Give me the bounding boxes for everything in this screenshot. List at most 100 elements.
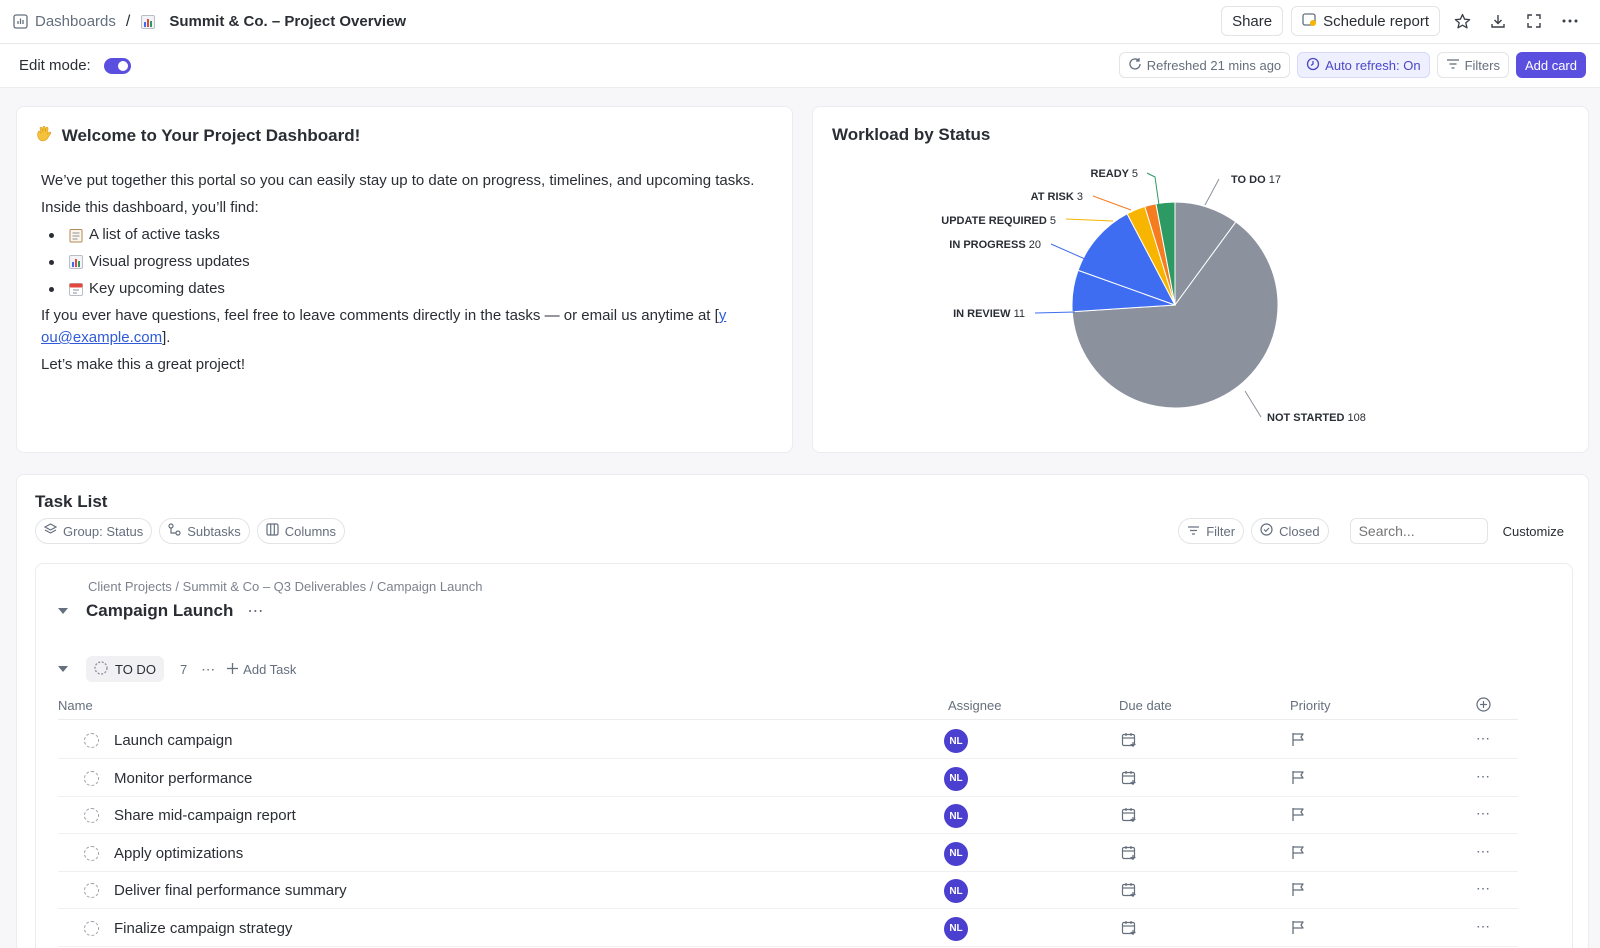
row-more-icon[interactable]: ⋯ <box>1476 917 1491 934</box>
filters-button[interactable]: Filters <box>1436 52 1509 78</box>
welcome-title-text: Welcome to Your Project Dashboard! <box>61 126 361 145</box>
workload-title: Workload by Status <box>832 125 991 144</box>
avatar[interactable]: NL <box>944 766 968 791</box>
column-assignee[interactable]: Assignee <box>948 698 1002 713</box>
list-header: Campaign Launch ⋯ <box>58 601 264 621</box>
welcome-questions-text: If you ever have questions, feel free to… <box>41 307 719 324</box>
column-priority[interactable]: Priority <box>1290 698 1331 713</box>
pie-slice[interactable] <box>1155 201 1176 306</box>
pie-label: UPDATE REQUIRED 5 <box>941 215 1056 227</box>
task-name[interactable]: Deliver final performance summary <box>114 882 347 899</box>
table-row[interactable]: Launch campaign NL ⋯ <box>58 722 1518 759</box>
subtasks-button[interactable]: Subtasks <box>159 518 250 544</box>
flag-icon[interactable] <box>1291 732 1305 750</box>
column-due-date[interactable]: Due date <box>1119 698 1172 713</box>
group-status-button[interactable]: Group: Status <box>35 518 153 544</box>
status-more-icon[interactable]: ⋯ <box>201 660 216 677</box>
task-list-actions: Filter Closed Customize <box>1178 518 1564 544</box>
row-more-icon[interactable]: ⋯ <box>1476 730 1491 746</box>
list-item-text: A list of active tasks <box>89 226 220 243</box>
table-row[interactable]: Share mid-campaign report NL ⋯ <box>58 797 1518 834</box>
welcome-inside: Inside this dashboard, you’ll find: <box>41 199 259 216</box>
task-name[interactable]: Finalize campaign strategy <box>114 919 293 937</box>
avatar[interactable]: NL <box>944 916 968 941</box>
filter-icon <box>1187 524 1200 539</box>
flag-icon[interactable] <box>1291 807 1305 825</box>
filter-button[interactable]: Filter <box>1178 518 1245 544</box>
fullscreen-icon[interactable] <box>1520 7 1548 35</box>
row-more-icon[interactable]: ⋯ <box>1476 880 1491 896</box>
calendar-add-icon[interactable] <box>1121 845 1137 864</box>
task-status-icon[interactable] <box>84 733 99 748</box>
columns-label: Columns <box>284 523 336 539</box>
table-row[interactable]: Finalize campaign strategy NL ⋯ <box>58 910 1518 947</box>
breadcrumb-separator: / <box>125 12 131 30</box>
workload-card: Workload by Status TO DO 17 NOT STARTED 1… <box>812 106 1589 453</box>
row-more-icon[interactable]: ⋯ <box>1476 805 1491 821</box>
list-name[interactable]: Campaign Launch <box>86 601 234 620</box>
edit-bar: Edit mode: Refreshed 21 mins ago Auto re… <box>0 44 1600 88</box>
add-column-icon[interactable] <box>1476 697 1491 715</box>
row-more-icon[interactable]: ⋯ <box>1476 842 1491 859</box>
clipboard-icon <box>68 227 84 243</box>
download-icon[interactable] <box>1484 7 1512 35</box>
calendar-add-icon[interactable] <box>1121 770 1137 789</box>
plus-icon <box>227 662 239 677</box>
welcome-questions-end: ]. <box>162 329 171 346</box>
flag-icon[interactable] <box>1291 770 1305 788</box>
task-status-icon[interactable] <box>84 920 99 936</box>
email-link[interactable]: y <box>718 307 727 324</box>
task-name[interactable]: Share mid-campaign report <box>114 807 296 824</box>
task-name[interactable]: Launch campaign <box>114 732 233 749</box>
pie-slice[interactable] <box>1077 213 1177 306</box>
bar-chart-icon <box>68 254 84 270</box>
more-icon[interactable] <box>1556 7 1584 35</box>
edit-mode-toggle[interactable] <box>103 57 131 74</box>
columns-button[interactable]: Columns <box>256 518 345 544</box>
avatar[interactable]: NL <box>944 729 968 753</box>
table-row[interactable]: Monitor performance NL ⋯ <box>58 760 1518 797</box>
task-status-icon[interactable] <box>84 845 99 861</box>
row-more-icon[interactable]: ⋯ <box>1476 767 1491 784</box>
star-icon[interactable] <box>1448 7 1476 35</box>
avatar[interactable]: NL <box>944 804 968 828</box>
table-row[interactable]: Deliver final performance summary NL ⋯ <box>58 872 1518 909</box>
calendar-add-icon[interactable] <box>1121 882 1137 901</box>
task-name[interactable]: Apply optimizations <box>114 844 244 862</box>
add-card-button[interactable]: Add card <box>1515 52 1586 78</box>
task-status-icon[interactable] <box>84 883 99 898</box>
task-status-icon[interactable] <box>84 770 99 786</box>
refresh-status[interactable]: Refreshed 21 mins ago <box>1118 52 1291 78</box>
calendar-add-icon[interactable] <box>1121 732 1137 751</box>
schedule-report-button[interactable]: Schedule report <box>1291 6 1440 36</box>
table-row[interactable]: Apply optimizations NL ⋯ <box>58 835 1518 872</box>
collapse-caret-icon[interactable] <box>58 608 68 614</box>
filter-icon <box>1446 58 1460 73</box>
flag-icon[interactable] <box>1291 920 1305 938</box>
task-name[interactable]: Monitor performance <box>114 769 253 787</box>
column-name[interactable]: Name <box>58 698 93 713</box>
flag-icon[interactable] <box>1291 882 1305 900</box>
list-more-icon[interactable]: ⋯ <box>247 603 265 620</box>
status-badge[interactable]: TO DO <box>86 656 164 682</box>
calendar-add-icon[interactable] <box>1121 920 1137 939</box>
avatar[interactable]: NL <box>944 879 968 903</box>
list-path[interactable]: Client Projects / Summit & Co – Q3 Deliv… <box>88 579 483 594</box>
task-status-icon[interactable] <box>84 808 99 823</box>
breadcrumb-dashboards-link[interactable]: Dashboards <box>35 13 116 30</box>
search-input[interactable] <box>1349 518 1488 544</box>
pie-slice[interactable] <box>1071 221 1279 409</box>
auto-refresh-button[interactable]: Auto refresh: On <box>1297 52 1430 78</box>
add-task-button[interactable]: Add Task <box>227 662 296 677</box>
pie-label-value: 5 <box>1132 168 1138 180</box>
status-group-header: TO DO 7 ⋯ Add Task <box>58 656 296 682</box>
pie-label-value: 108 <box>1347 412 1365 424</box>
avatar[interactable]: NL <box>944 841 968 866</box>
closed-button[interactable]: Closed <box>1251 518 1329 544</box>
customize-button[interactable]: Customize <box>1502 523 1564 539</box>
email-link-continued[interactable]: ou@example.com <box>41 329 163 346</box>
status-caret-icon[interactable] <box>58 666 68 672</box>
share-button[interactable]: Share <box>1221 6 1284 36</box>
flag-icon[interactable] <box>1291 845 1305 863</box>
calendar-add-icon[interactable] <box>1121 807 1137 826</box>
